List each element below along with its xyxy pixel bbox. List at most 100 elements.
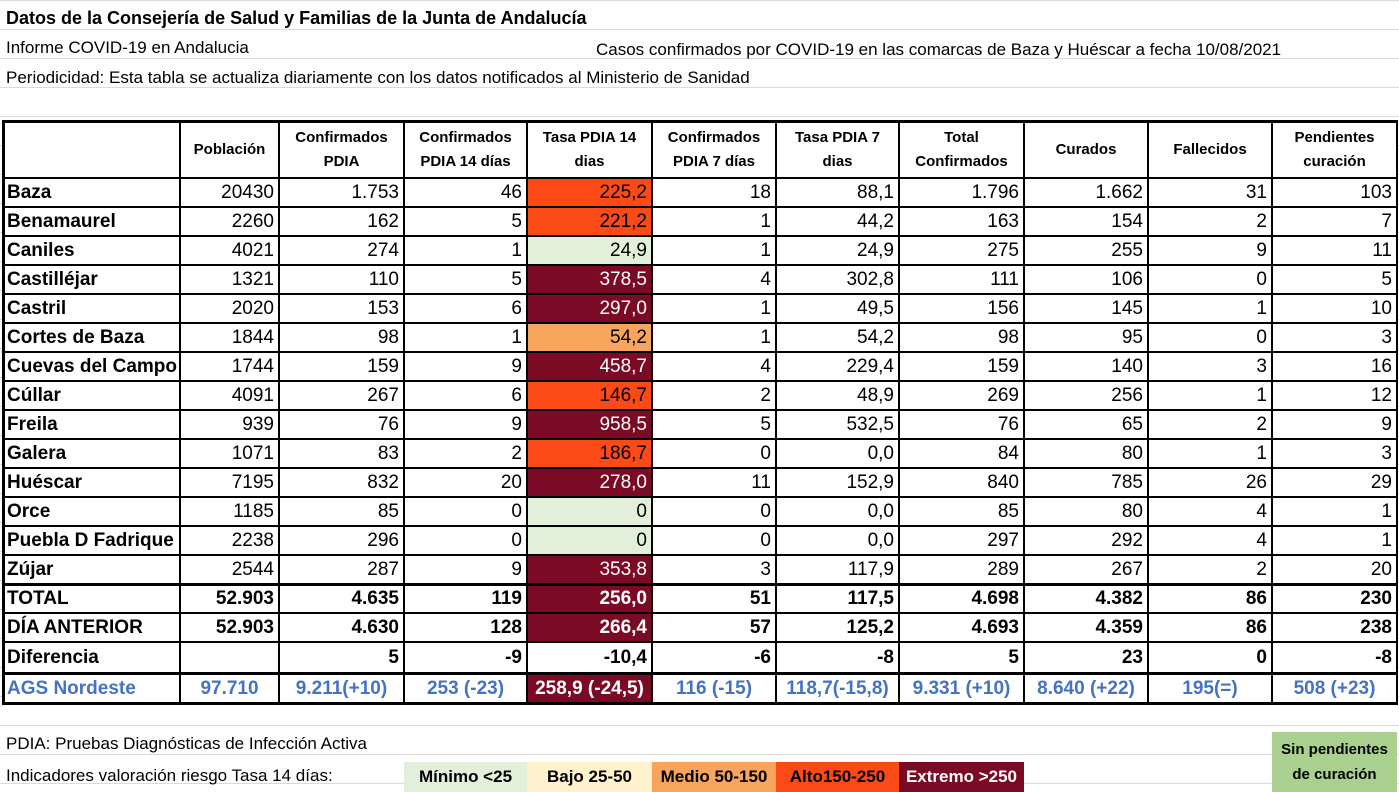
data-cell: 156 — [899, 294, 1024, 323]
data-cell: 125,2 — [776, 613, 899, 642]
row-label: AGS Nordeste — [4, 673, 180, 704]
data-cell: 840 — [899, 468, 1024, 497]
data-cell: 128 — [404, 613, 527, 642]
data-cell: 2020 — [180, 294, 279, 323]
data-cell: 88,1 — [776, 178, 899, 207]
data-cell: 65 — [1024, 410, 1148, 439]
data-cell: 3 — [652, 555, 776, 584]
data-cell: 163 — [899, 207, 1024, 236]
data-cell: 0,0 — [776, 497, 899, 526]
data-cell: 106 — [1024, 265, 1148, 294]
data-cell: 1 — [404, 323, 527, 352]
data-cell: 6 — [404, 381, 527, 410]
data-cell: 1 — [652, 207, 776, 236]
data-cell: 5 — [652, 410, 776, 439]
data-cell: 9 — [404, 352, 527, 381]
data-cell: 54,2 — [527, 323, 652, 352]
data-cell: 5 — [404, 265, 527, 294]
data-cell: 5 — [1272, 265, 1397, 294]
data-cell: 4 — [1148, 526, 1272, 555]
data-cell: 118,7(-15,8) — [776, 673, 899, 704]
data-cell: 54,2 — [776, 323, 899, 352]
data-cell: 49,5 — [776, 294, 899, 323]
data-cell: 1 — [1148, 439, 1272, 468]
data-cell: 24,9 — [527, 236, 652, 265]
column-header: Fallecidos — [1148, 122, 1272, 178]
data-cell: 2 — [404, 439, 527, 468]
data-cell: 83 — [279, 439, 404, 468]
data-cell: 57 — [652, 613, 776, 642]
data-cell: -10,4 — [527, 642, 652, 673]
row-label: Baza — [4, 178, 180, 207]
data-cell: 5 — [404, 207, 527, 236]
legend-item: Medio 50-150 — [652, 762, 776, 792]
data-cell: 20 — [404, 468, 527, 497]
data-cell: -6 — [652, 642, 776, 673]
data-cell: 4.630 — [279, 613, 404, 642]
data-cell: 4.698 — [899, 584, 1024, 613]
legend-item: Mínimo <25 — [404, 762, 527, 792]
data-cell: 258,9 (-24,5) — [527, 673, 652, 704]
data-cell: -8 — [776, 642, 899, 673]
data-cell: 1844 — [180, 323, 279, 352]
data-cell: 0 — [404, 497, 527, 526]
data-cell: 785 — [1024, 468, 1148, 497]
data-cell: 1 — [652, 294, 776, 323]
data-cell: 24,9 — [776, 236, 899, 265]
data-cell: 4091 — [180, 381, 279, 410]
data-cell: 1.796 — [899, 178, 1024, 207]
data-cell: 195(=) — [1148, 673, 1272, 704]
data-cell: 1 — [1148, 294, 1272, 323]
row-label: Diferencia — [4, 642, 180, 673]
data-cell: 7 — [1272, 207, 1397, 236]
data-cell: 48,9 — [776, 381, 899, 410]
data-cell: 1071 — [180, 439, 279, 468]
data-cell: 266,4 — [527, 613, 652, 642]
legend-item: Extremo >250 — [899, 762, 1024, 792]
data-cell: 117,9 — [776, 555, 899, 584]
subtitle-left: Informe COVID-19 en Andalucia — [6, 38, 249, 57]
row-label: Huéscar — [4, 468, 180, 497]
data-cell: 267 — [1024, 555, 1148, 584]
data-cell: 1744 — [180, 352, 279, 381]
data-cell: 0 — [1148, 265, 1272, 294]
title: Datos de la Consejería de Salud y Famili… — [6, 8, 587, 28]
data-cell: -9 — [404, 642, 527, 673]
data-cell: 4.359 — [1024, 613, 1148, 642]
row-label: Orce — [4, 497, 180, 526]
legend-item: Bajo 25-50 — [527, 762, 652, 792]
data-cell: 1 — [1272, 526, 1397, 555]
data-cell: 52.903 — [180, 613, 279, 642]
data-cell: 230 — [1272, 584, 1397, 613]
data-cell: 111 — [899, 265, 1024, 294]
row-label: TOTAL — [4, 584, 180, 613]
row-label: Cortes de Baza — [4, 323, 180, 352]
data-cell: 958,5 — [527, 410, 652, 439]
data-cell: 52.903 — [180, 584, 279, 613]
data-cell: 225,2 — [527, 178, 652, 207]
data-cell: 3 — [1148, 352, 1272, 381]
data-cell: 1 — [1272, 497, 1397, 526]
data-cell: 85 — [279, 497, 404, 526]
data-cell: 2544 — [180, 555, 279, 584]
column-header: Curados — [1024, 122, 1148, 178]
pdia-note: PDIA: Pruebas Diagnósticas de Infección … — [6, 734, 367, 753]
data-cell: 117,5 — [776, 584, 899, 613]
sin-pendientes: Sin pendientes de curación — [1272, 732, 1397, 792]
data-cell: 10 — [1272, 294, 1397, 323]
data-cell: 253 (-23) — [404, 673, 527, 704]
data-cell: 11 — [1272, 236, 1397, 265]
indicators-label: Indicadores valoración riesgo Tasa 14 dí… — [6, 766, 333, 785]
data-cell: 20 — [1272, 555, 1397, 584]
data-cell: 1.662 — [1024, 178, 1148, 207]
data-cell: 0 — [652, 439, 776, 468]
data-cell: 832 — [279, 468, 404, 497]
data-cell: 9 — [1148, 236, 1272, 265]
data-cell: 152,9 — [776, 468, 899, 497]
data-cell: 0,0 — [776, 439, 899, 468]
row-label: Castril — [4, 294, 180, 323]
row-label: Castilléjar — [4, 265, 180, 294]
data-cell: 1 — [404, 236, 527, 265]
data-cell: 80 — [1024, 439, 1148, 468]
data-cell: 269 — [899, 381, 1024, 410]
